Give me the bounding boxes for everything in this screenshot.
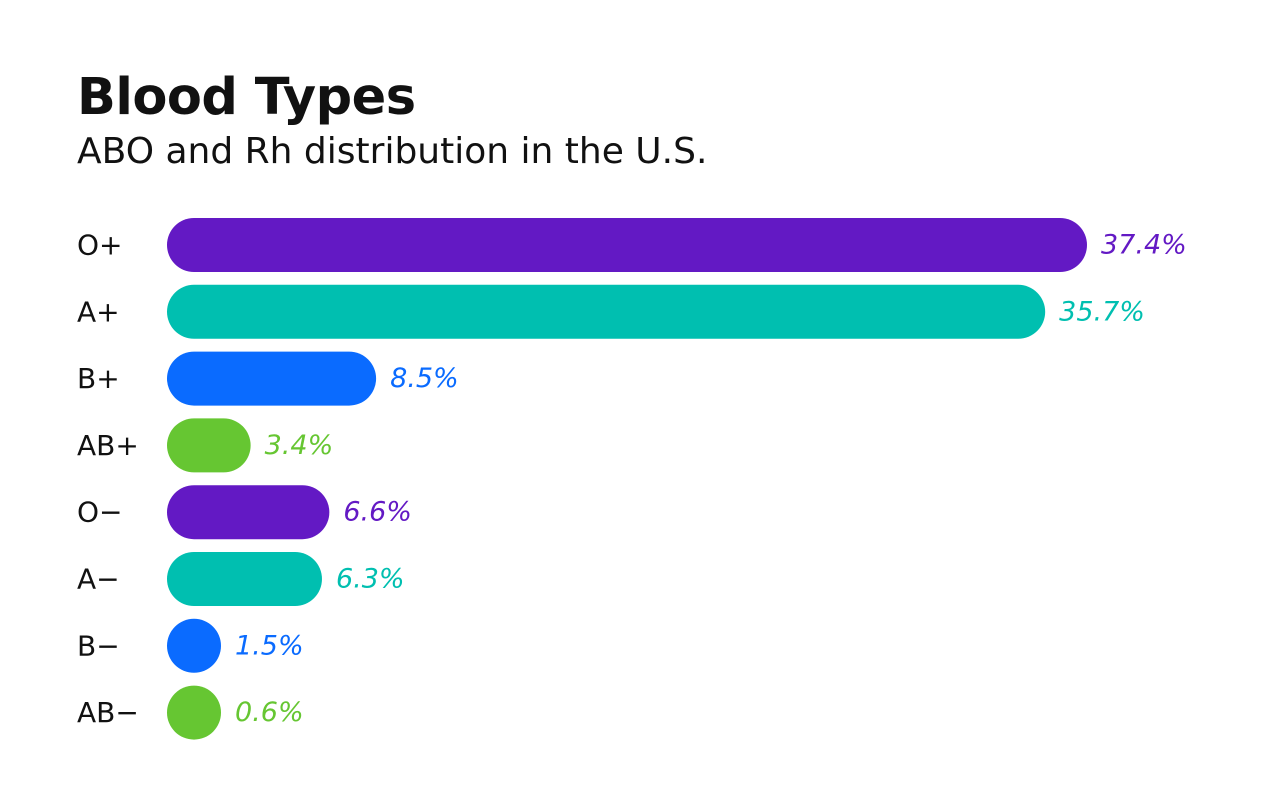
bar-row: A− 6.3% [77, 552, 405, 606]
bar [167, 552, 322, 606]
bar [167, 284, 1046, 339]
category-label: B+ [77, 362, 120, 395]
value-label: 37.4% [1101, 230, 1187, 261]
bar-row: A+ 35.7% [77, 284, 1145, 339]
bar-row: O− 6.6% [77, 485, 412, 540]
value-label: 3.4% [265, 430, 334, 461]
bar [167, 485, 330, 540]
bar [167, 618, 221, 673]
bar-row: B− 1.5% [77, 618, 304, 673]
bar [167, 351, 377, 406]
value-label: 8.5% [390, 363, 459, 394]
value-label: 0.6% [235, 697, 304, 728]
value-label: 6.6% [343, 497, 412, 528]
value-label: 6.3% [336, 564, 405, 595]
category-label: O+ [77, 229, 123, 262]
category-label: B− [77, 629, 120, 662]
category-label: A+ [77, 295, 120, 328]
bar-row: O+ 37.4% [77, 218, 1187, 272]
value-label: 35.7% [1059, 296, 1145, 327]
bar [167, 218, 1087, 272]
chart-title: Blood Types [77, 68, 416, 127]
chart-subtitle: ABO and Rh distribution in the U.S. [77, 131, 708, 172]
bar [167, 685, 221, 740]
bar-row: AB− 0.6% [77, 685, 304, 740]
bar-row: AB+ 3.4% [77, 418, 334, 473]
bar-row: B+ 8.5% [77, 351, 459, 406]
bar [167, 418, 251, 473]
value-label: 1.5% [235, 630, 304, 661]
category-label: AB+ [77, 429, 139, 462]
category-label: A− [77, 563, 120, 596]
category-label: AB− [77, 696, 139, 729]
category-label: O− [77, 496, 123, 529]
